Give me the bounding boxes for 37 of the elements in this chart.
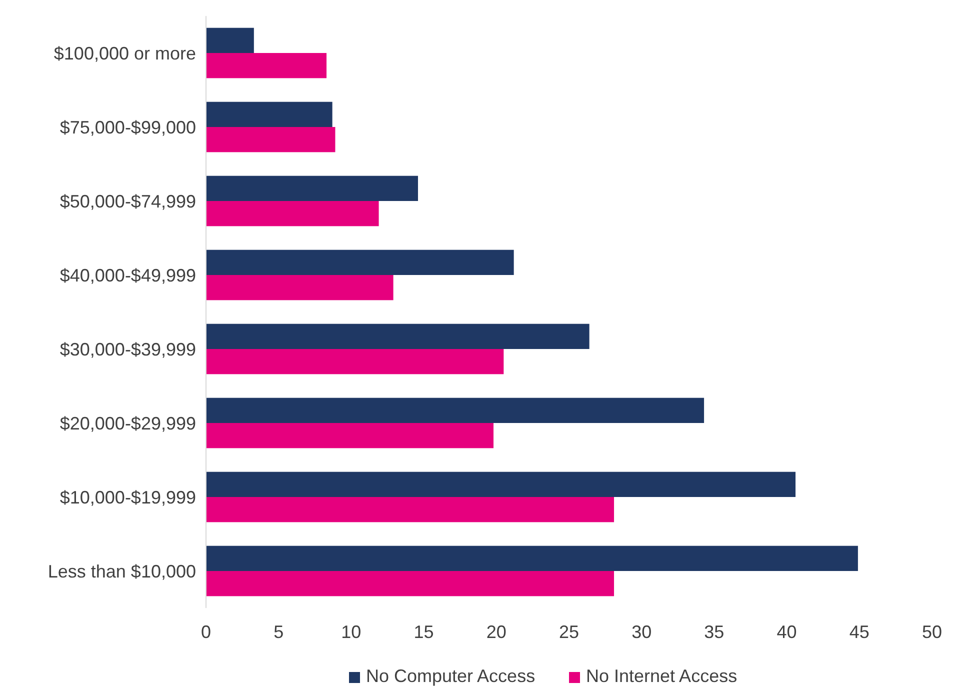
- bar: [206, 546, 858, 571]
- y-tick-label: $20,000-$29,999: [60, 413, 196, 434]
- x-tick-label: 35: [704, 622, 724, 642]
- bar: [206, 349, 504, 374]
- bar: [206, 275, 394, 300]
- bar: [206, 28, 254, 53]
- x-tick-label: 0: [200, 622, 212, 642]
- bar: [206, 497, 614, 522]
- x-tick-label: 45: [849, 622, 870, 642]
- y-tick-label: $10,000-$19,999: [60, 487, 196, 508]
- x-tick-label: 20: [486, 622, 506, 642]
- bar: [206, 127, 336, 152]
- bar: [206, 176, 418, 201]
- bar: [206, 102, 332, 127]
- x-tick-label: 15: [414, 622, 434, 642]
- bar: [206, 201, 379, 226]
- y-tick-label: $30,000-$39,999: [60, 339, 196, 360]
- bar: [206, 398, 704, 423]
- x-tick-label: 50: [922, 622, 942, 642]
- legend-label: No Computer Access: [366, 666, 536, 686]
- y-tick-label: $75,000-$99,000: [60, 117, 196, 138]
- y-tick-label: $40,000-$49,999: [60, 265, 196, 286]
- bar: [206, 53, 327, 78]
- x-tick-label: 40: [776, 622, 797, 642]
- x-tick-label: 25: [558, 622, 580, 642]
- bar: [206, 250, 514, 275]
- x-tick-label: 10: [341, 622, 362, 642]
- bar: [206, 472, 796, 497]
- bar: [206, 423, 494, 448]
- y-tick-label: Less than $10,000: [48, 561, 196, 582]
- y-tick-label: $100,000 or more: [54, 43, 196, 64]
- bar: [206, 571, 614, 596]
- x-tick-label: 5: [274, 622, 284, 642]
- y-tick-label: $50,000-$74,999: [60, 191, 196, 212]
- x-tick-label: 30: [632, 622, 652, 642]
- bar: [206, 324, 590, 349]
- legend-label: No Internet Access: [586, 666, 738, 686]
